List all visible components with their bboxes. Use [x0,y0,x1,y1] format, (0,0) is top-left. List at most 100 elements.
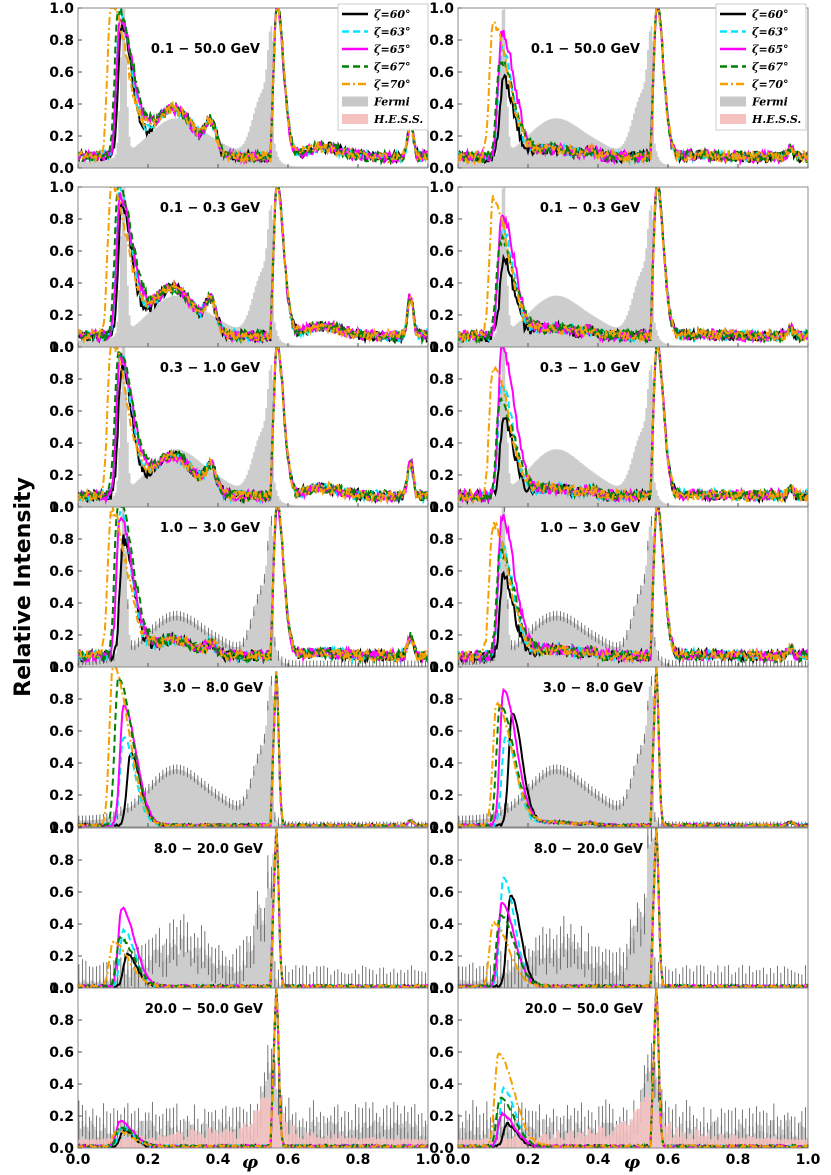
y-tick-label: 0.4 [429,596,454,612]
panel-right-1: 0.00.20.40.60.81.00.1 − 50.0 GeVζ=60°ζ=6… [429,1,809,177]
y-tick-label: 0.4 [429,756,454,772]
energy-bin-label: 3.0 − 8.0 GeV [543,681,643,696]
energy-bin-label: 0.3 − 1.0 GeV [540,361,640,376]
panel-left-3: 0.0 0.2 0.4 0.6 0.8 1.0 0.3 − 1.0 GeV [49,340,429,516]
y-tick-label: 0.6 [49,65,74,81]
legend-label: H.E.S.S. [373,113,423,126]
fermi-histogram [458,187,808,347]
y-tick-label: 0.6 [429,564,454,580]
y-tick-label: 0.6 [429,885,454,901]
series-line-ζ=70° [78,988,428,1148]
panel-right-6: 0.0 0.2 0.4 0.6 0.8 1.0 8.0 − 20.0 GeV [429,821,809,997]
plot-area [458,347,808,507]
energy-bin-label: 3.0 − 8.0 GeV [163,681,263,696]
y-tick-label: 0.8 [429,1013,454,1029]
plot-area [78,347,428,507]
legend-label: Fermi [373,96,410,109]
energy-bin-label: 20.0 − 50.0 GeV [145,1002,263,1017]
x-tick-label: 0.4 [586,1152,611,1168]
y-tick-label: 0.6 [49,564,74,580]
y-tick-label: 0.4 [429,436,454,452]
legend-swatch [720,114,746,124]
legend: ζ=60° ζ=63° ζ=65° ζ=67° ζ=70° Fermi H.E.S.S. [715,3,807,131]
series-line-ζ=67° [458,347,808,505]
series-line-ζ=70° [458,187,808,345]
x-tick-label: 0.8 [346,1152,371,1168]
y-tick-label: 0.6 [49,885,74,901]
plot-area [458,8,808,168]
y-tick-label: 0.8 [49,1013,74,1029]
series-line-ζ=70° [78,507,428,664]
y-tick-label: 0.4 [429,97,454,113]
x-tick-label: 0.4 [206,1152,231,1168]
x-tick-label: 0.2 [516,1152,541,1168]
y-tick-label: 0.6 [49,404,74,420]
panel-left-4: 0.0 0.2 0.4 0.6 0.8 1.0 1.0 − 3.0 GeV [49,500,429,676]
series-line-ζ=70° [458,8,808,166]
y-tick-label: 0.0 [49,340,74,356]
plot-area [78,828,428,988]
legend-swatch [342,96,368,107]
series-line-ζ=70° [458,347,808,505]
y-tick-label: 0.4 [49,596,74,612]
y-tick-label: 0.8 [49,853,74,869]
y-tick-label: 1.0 [49,340,74,356]
plot-area [78,507,428,667]
energy-bin-label: 0.1 − 50.0 GeV [151,42,260,57]
y-tick-label: 0.0 [49,161,74,177]
series-line-ζ=70° [78,667,428,827]
series-line-ζ=70° [78,187,428,345]
panel-left-2: 0.0 0.2 0.4 0.6 0.8 1.0 0.1 − 0.3 GeV [49,180,429,356]
legend-swatch [342,114,368,124]
y-tick-label: 0.2 [429,1109,454,1125]
y-tick-label: 0.4 [49,276,74,292]
hess-histogram [458,1095,808,1148]
y-tick-label: 1.0 [429,821,454,837]
fermi-histogram [78,347,428,507]
y-tick-label: 0.0 [429,500,454,516]
y-tick-label: 0.0 [429,340,454,356]
y-tick-label: 0.2 [49,788,74,804]
y-tick-label: 1.0 [429,500,454,516]
y-tick-label: 0.6 [429,724,454,740]
plot-area [458,667,808,827]
energy-bin-label: 1.0 − 3.0 GeV [540,521,640,536]
fermi-histogram [458,507,808,667]
fermi-histogram [78,507,428,667]
legend-label: Fermi [751,96,788,109]
panel-frame [457,987,809,1149]
y-tick-label: 0.4 [49,917,74,933]
y-tick-label: 0.8 [429,33,454,49]
y-tick-label: 0.8 [429,532,454,548]
y-tick-label: 1.0 [49,981,74,997]
x-tick-label: 0.0 [66,1152,91,1168]
plot-area [78,187,428,347]
legend-label: ζ=63° [374,26,411,39]
y-tick-label: 0.2 [429,788,454,804]
legend-label: ζ=65° [752,43,789,56]
fermi-histogram [78,680,428,827]
y-tick-label: 0.2 [49,129,74,145]
x-tick-label: 0.6 [276,1152,301,1168]
energy-bin-label: 8.0 − 20.0 GeV [534,842,643,857]
series-line-ζ=65° [458,347,808,504]
fermi-histogram [458,680,808,827]
hess-histogram [78,1090,428,1148]
legend-label: H.E.S.S. [751,113,801,126]
y-tick-label: 0.2 [429,468,454,484]
fermi-histogram [78,853,428,988]
panel-right-2: 0.0 0.2 0.4 0.6 0.8 1.0 0.1 − 0.3 GeV [429,180,809,356]
y-tick-label: 0.4 [429,276,454,292]
y-tick-label: 0.8 [49,692,74,708]
fermi-histogram [78,8,428,168]
series-line-ζ=67° [78,347,428,504]
series-line-ζ=70° [458,988,808,1148]
y-tick-label: 0.2 [429,129,454,145]
legend-label: ζ=60° [752,8,789,21]
y-tick-label: 0.8 [429,212,454,228]
y-tick-label: 0.2 [49,308,74,324]
panel-frame [457,7,809,169]
panel-frame [77,987,429,1149]
energy-bin-label: 1.0 − 3.0 GeV [160,521,260,536]
series-line-ζ=67° [78,187,428,346]
